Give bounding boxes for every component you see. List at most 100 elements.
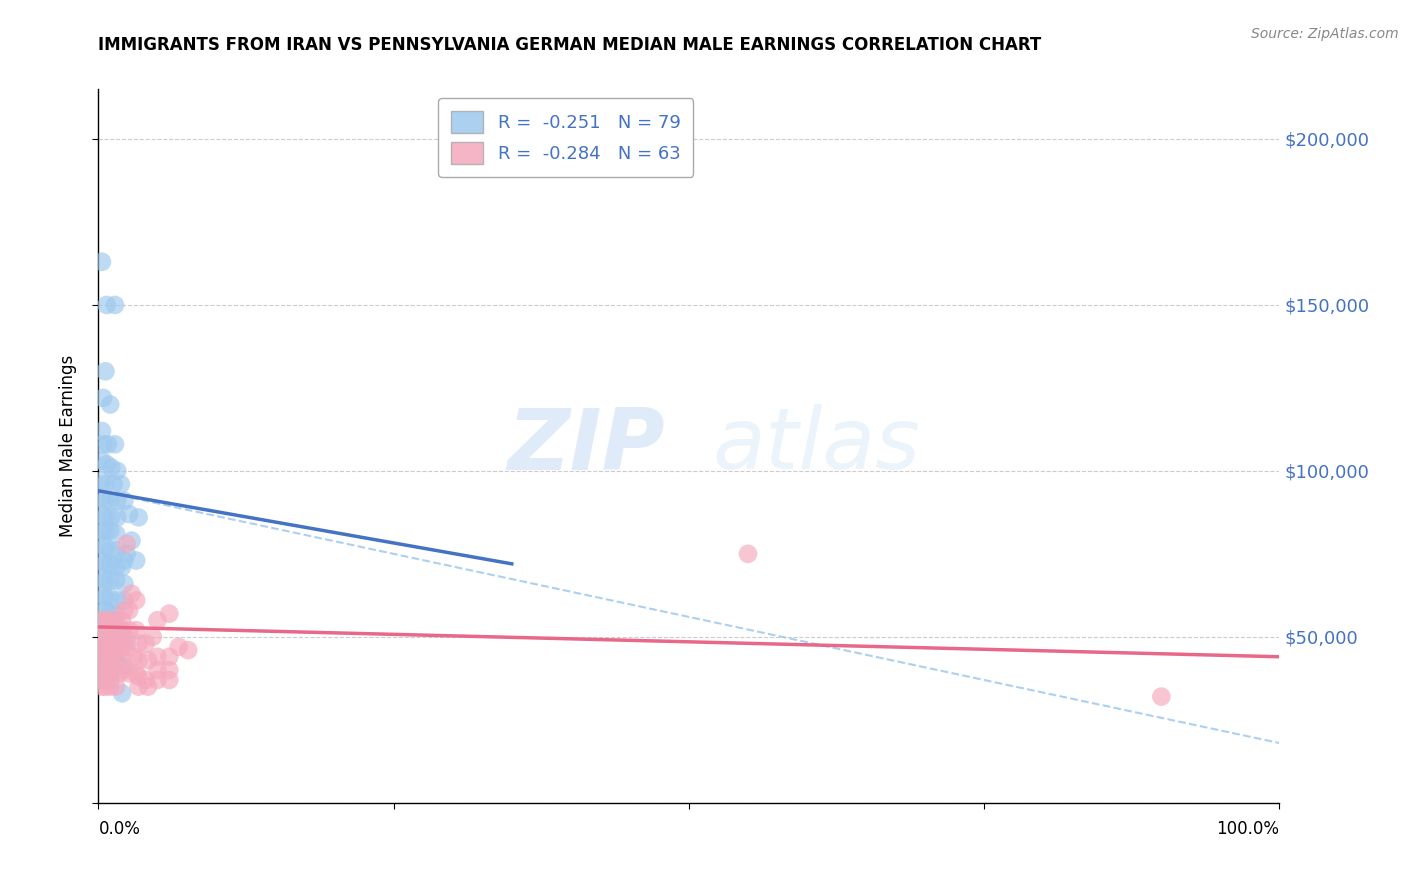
Point bbox=[91, 570, 114, 584]
Point bbox=[105, 680, 128, 694]
Text: Source: ZipAtlas.com: Source: ZipAtlas.com bbox=[1251, 27, 1399, 41]
Point bbox=[128, 510, 150, 524]
Text: atlas: atlas bbox=[713, 404, 921, 488]
Point bbox=[111, 560, 134, 574]
Point bbox=[94, 364, 117, 378]
Point bbox=[167, 640, 190, 654]
Text: IMMIGRANTS FROM IRAN VS PENNSYLVANIA GERMAN MEDIAN MALE EARNINGS CORRELATION CHA: IMMIGRANTS FROM IRAN VS PENNSYLVANIA GER… bbox=[98, 36, 1042, 54]
Point bbox=[96, 457, 118, 471]
Point bbox=[128, 653, 150, 667]
Point bbox=[94, 626, 117, 640]
Point bbox=[737, 547, 759, 561]
Point bbox=[128, 680, 150, 694]
Point bbox=[105, 527, 128, 541]
Point bbox=[146, 673, 169, 687]
Point bbox=[136, 680, 159, 694]
Point bbox=[91, 653, 114, 667]
Point bbox=[105, 574, 128, 588]
Point bbox=[98, 657, 121, 671]
Point bbox=[91, 553, 114, 567]
Point bbox=[112, 659, 135, 673]
Point bbox=[91, 437, 114, 451]
Point bbox=[128, 636, 150, 650]
Point bbox=[105, 653, 128, 667]
Point bbox=[118, 603, 141, 617]
Point bbox=[157, 649, 180, 664]
Point bbox=[112, 576, 135, 591]
Y-axis label: Median Male Earnings: Median Male Earnings bbox=[59, 355, 77, 537]
Point bbox=[112, 603, 135, 617]
Point bbox=[98, 493, 121, 508]
Point bbox=[98, 647, 121, 661]
Point bbox=[118, 666, 141, 681]
Point bbox=[94, 653, 117, 667]
Point bbox=[94, 590, 117, 604]
Point bbox=[122, 649, 145, 664]
Point bbox=[105, 633, 128, 648]
Point bbox=[91, 454, 114, 468]
Point bbox=[94, 657, 117, 671]
Point bbox=[111, 624, 134, 638]
Point bbox=[94, 630, 117, 644]
Point bbox=[94, 477, 117, 491]
Point bbox=[96, 298, 118, 312]
Point bbox=[94, 643, 117, 657]
Point bbox=[146, 663, 169, 677]
Point bbox=[135, 673, 157, 687]
Point bbox=[94, 666, 117, 681]
Point bbox=[98, 607, 121, 621]
Point bbox=[105, 543, 128, 558]
Point bbox=[125, 666, 148, 681]
Point bbox=[91, 616, 114, 631]
Point bbox=[111, 624, 134, 638]
Point bbox=[177, 643, 200, 657]
Point bbox=[94, 680, 117, 694]
Point bbox=[142, 630, 165, 644]
Point bbox=[146, 613, 169, 627]
Point bbox=[111, 663, 134, 677]
Point bbox=[112, 553, 135, 567]
Point bbox=[91, 603, 114, 617]
Point bbox=[91, 630, 114, 644]
Point bbox=[105, 613, 128, 627]
Point bbox=[104, 437, 127, 451]
Point bbox=[105, 593, 128, 607]
Point bbox=[94, 510, 117, 524]
Point bbox=[115, 640, 138, 654]
Point bbox=[94, 613, 117, 627]
Point bbox=[91, 666, 114, 681]
Text: ZIP: ZIP bbox=[508, 404, 665, 488]
Point bbox=[105, 493, 128, 508]
Point bbox=[94, 603, 117, 617]
Point bbox=[111, 649, 134, 664]
Point bbox=[105, 647, 128, 661]
Legend: R =  -0.251   N = 79, R =  -0.284   N = 63: R = -0.251 N = 79, R = -0.284 N = 63 bbox=[439, 98, 693, 177]
Point bbox=[157, 607, 180, 621]
Point bbox=[108, 666, 131, 681]
Point bbox=[98, 613, 121, 627]
Point bbox=[111, 686, 134, 700]
Point bbox=[91, 474, 114, 488]
Point bbox=[100, 510, 122, 524]
Point bbox=[94, 574, 117, 588]
Point bbox=[98, 590, 121, 604]
Point bbox=[91, 537, 114, 551]
Point bbox=[115, 537, 138, 551]
Point bbox=[125, 624, 148, 638]
Point bbox=[91, 657, 114, 671]
Point bbox=[91, 643, 114, 657]
Point bbox=[103, 477, 125, 491]
Point bbox=[128, 670, 150, 684]
Point bbox=[98, 666, 121, 681]
Point bbox=[112, 593, 135, 607]
Point bbox=[97, 437, 120, 451]
Point bbox=[91, 254, 114, 268]
Point bbox=[91, 587, 114, 601]
Text: 100.0%: 100.0% bbox=[1216, 820, 1279, 838]
Point bbox=[94, 673, 117, 687]
Point bbox=[115, 547, 138, 561]
Point bbox=[104, 298, 127, 312]
Point bbox=[146, 649, 169, 664]
Point bbox=[115, 633, 138, 648]
Point bbox=[91, 391, 114, 405]
